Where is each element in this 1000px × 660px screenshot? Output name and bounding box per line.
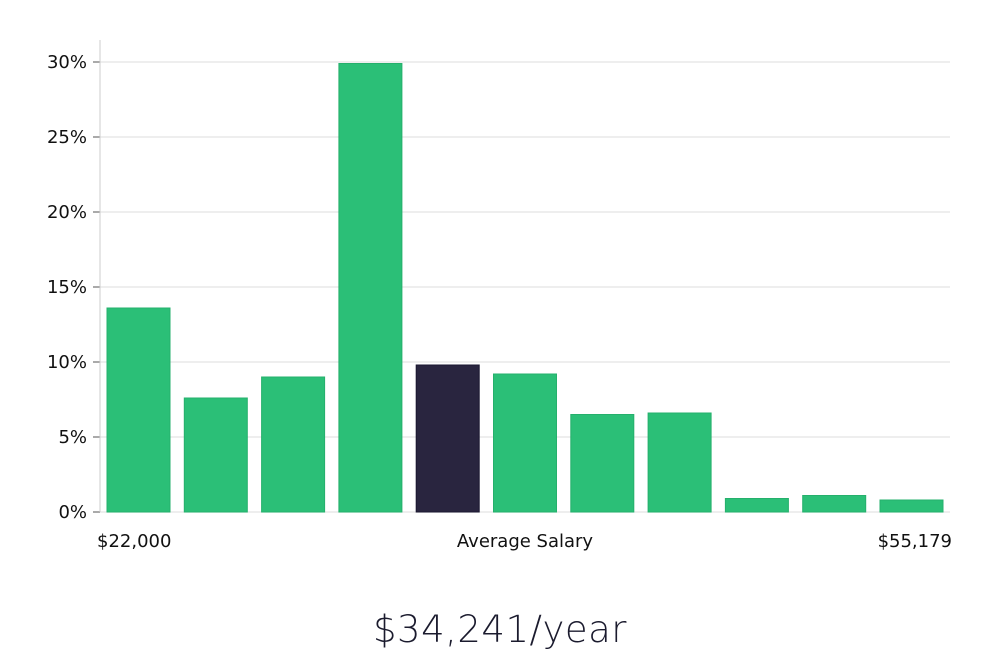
y-tick-label: 30% (47, 52, 87, 73)
bar (261, 376, 326, 513)
x-label-min: $22,000 (97, 531, 171, 552)
y-tick-label: 15% (47, 277, 87, 298)
bar (570, 414, 635, 513)
bar (106, 307, 171, 513)
x-label-max: $55,179 (878, 531, 952, 552)
y-axis-ticks: 0% 5% 10% 15% 20% 25% 30% (47, 52, 100, 523)
bar (183, 397, 248, 513)
y-tick-label: 20% (47, 202, 87, 223)
x-label-average-salary: Average Salary (457, 531, 594, 552)
bars (106, 63, 944, 513)
bar-average-salary (415, 364, 480, 513)
y-tick-label: 25% (47, 127, 87, 148)
y-tick-label: 0% (58, 502, 87, 523)
average-salary-value: $34,241/year (372, 608, 627, 651)
bar (802, 495, 867, 513)
bar (724, 498, 789, 513)
y-tick-label: 5% (58, 427, 87, 448)
y-tick-label: 10% (47, 352, 87, 373)
bar (493, 373, 557, 513)
bar (879, 499, 944, 513)
salary-distribution-chart: 0% 5% 10% 15% 20% 25% 30% $22,000 Average Sala… (47, 40, 952, 552)
bar (338, 63, 403, 513)
bar (647, 412, 712, 513)
